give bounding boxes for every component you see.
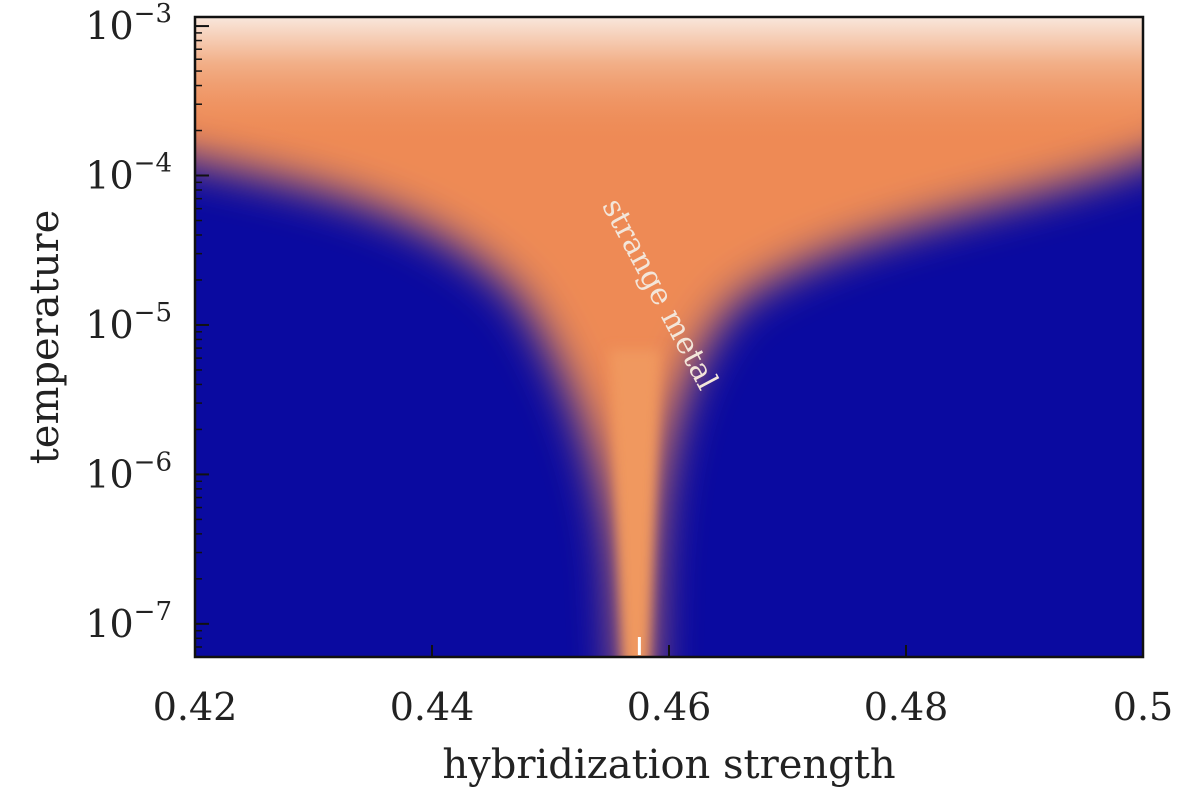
y-axis-label: temperature [22,210,68,465]
heatmap-top-light [195,17,1143,147]
y-tick-label: 10−5 [85,298,172,347]
x-tick-label: 0.42 [153,685,238,729]
y-tick-label: 10−7 [85,597,172,646]
heatmap-strange-metal-region [195,17,1143,657]
x-tick-label: 0.46 [627,685,712,729]
x-tick-label: 0.48 [864,685,949,729]
x-tick-label: 0.44 [390,685,475,729]
y-tick-label: 10−6 [85,447,172,496]
y-tick-label: 10−4 [85,149,172,198]
x-tick-label: 0.5 [1113,685,1173,729]
heatmap [195,17,1143,657]
x-ticks: 0.42 0.44 0.46 0.48 0.5 [153,645,1173,729]
y-minor-ticks [195,32,202,658]
x-axis-label: hybridization strength [442,742,895,788]
y-ticks: 10−7 10−6 10−5 10−4 10−3 [85,0,209,646]
y-tick-label: 10−3 [85,0,172,48]
heatmap-core-narrow [610,350,660,657]
